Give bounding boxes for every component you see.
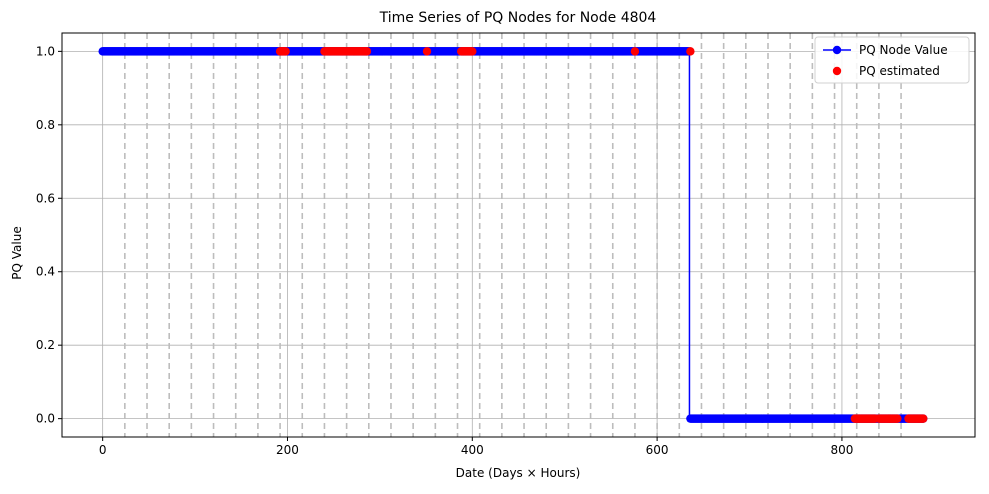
plot-background xyxy=(62,33,975,437)
legend-box xyxy=(814,36,970,84)
y-tick-label: 0.4 xyxy=(36,265,55,279)
data-point-pq-estimated xyxy=(919,414,928,423)
x-tick-label: 400 xyxy=(461,443,484,457)
data-point-pq-estimated xyxy=(422,47,432,56)
y-tick-label: 0.6 xyxy=(36,191,55,205)
y-tick-label: 0.0 xyxy=(36,412,55,426)
data-point-pq-estimated xyxy=(686,47,695,56)
data-point-pq-estimated xyxy=(893,414,902,423)
plot-area: 0 200 400 600 800 0.0 0.2 0.4 0.6 0.8 1.0 xyxy=(36,32,976,457)
y-tick-label: 1.0 xyxy=(36,44,55,58)
y-axis-label: PQ Value xyxy=(10,226,24,279)
data-point-pq-estimated xyxy=(630,47,640,56)
x-axis-label: Date (Days × Hours) xyxy=(456,466,581,480)
legend: PQ Node Value PQ estimated xyxy=(814,36,970,84)
axes-frame xyxy=(61,32,976,438)
x-tick-label: 800 xyxy=(830,443,853,457)
y-tick-label: 0.2 xyxy=(36,338,55,352)
data-point-pq-estimated xyxy=(468,47,477,56)
x-tick-label: 0 xyxy=(99,443,107,457)
legend-label-pq-node-value: PQ Node Value xyxy=(859,43,948,57)
legend-marker-icon xyxy=(832,66,842,76)
chart-title: Time Series of PQ Nodes for Node 4804 xyxy=(379,10,657,26)
data-point-pq-estimated xyxy=(281,47,290,56)
y-tick-label: 0.8 xyxy=(36,118,55,132)
legend-marker-icon xyxy=(832,45,842,55)
x-tick-label: 200 xyxy=(276,443,299,457)
data-point-pq-estimated xyxy=(362,47,372,56)
legend-label-pq-estimated: PQ estimated xyxy=(859,64,940,78)
x-tick-label: 600 xyxy=(646,443,669,457)
